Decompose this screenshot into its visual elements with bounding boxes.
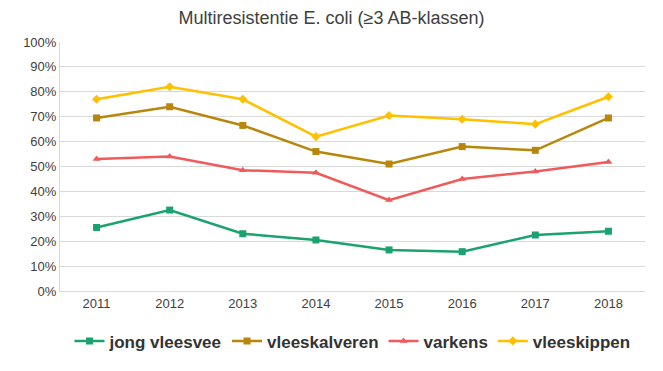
svg-text:100%: 100%: [23, 35, 57, 50]
svg-text:2018: 2018: [594, 296, 623, 311]
svg-text:50%: 50%: [30, 159, 56, 174]
svg-text:0%: 0%: [38, 284, 57, 299]
svg-text:vleeskalveren: vleeskalveren: [267, 333, 379, 352]
svg-text:40%: 40%: [30, 184, 56, 199]
svg-text:2012: 2012: [155, 296, 184, 311]
svg-text:70%: 70%: [30, 109, 56, 124]
svg-text:2011: 2011: [83, 296, 111, 311]
svg-text:2015: 2015: [375, 296, 404, 311]
svg-text:2016: 2016: [448, 296, 477, 311]
svg-text:2013: 2013: [228, 296, 257, 311]
svg-text:jong vleesvee: jong vleesvee: [109, 333, 222, 352]
svg-text:60%: 60%: [30, 134, 56, 149]
svg-text:vleeskippen: vleeskippen: [533, 333, 630, 352]
svg-text:10%: 10%: [30, 259, 56, 274]
svg-text:90%: 90%: [30, 59, 56, 74]
svg-text:30%: 30%: [30, 209, 56, 224]
svg-text:Multiresistentie E. coli (≥3 A: Multiresistentie E. coli (≥3 AB-klassen): [179, 8, 485, 28]
svg-text:20%: 20%: [30, 234, 56, 249]
svg-text:2014: 2014: [301, 296, 330, 311]
svg-text:2017: 2017: [521, 296, 550, 311]
svg-text:varkens: varkens: [424, 333, 488, 352]
svg-text:80%: 80%: [30, 84, 56, 99]
